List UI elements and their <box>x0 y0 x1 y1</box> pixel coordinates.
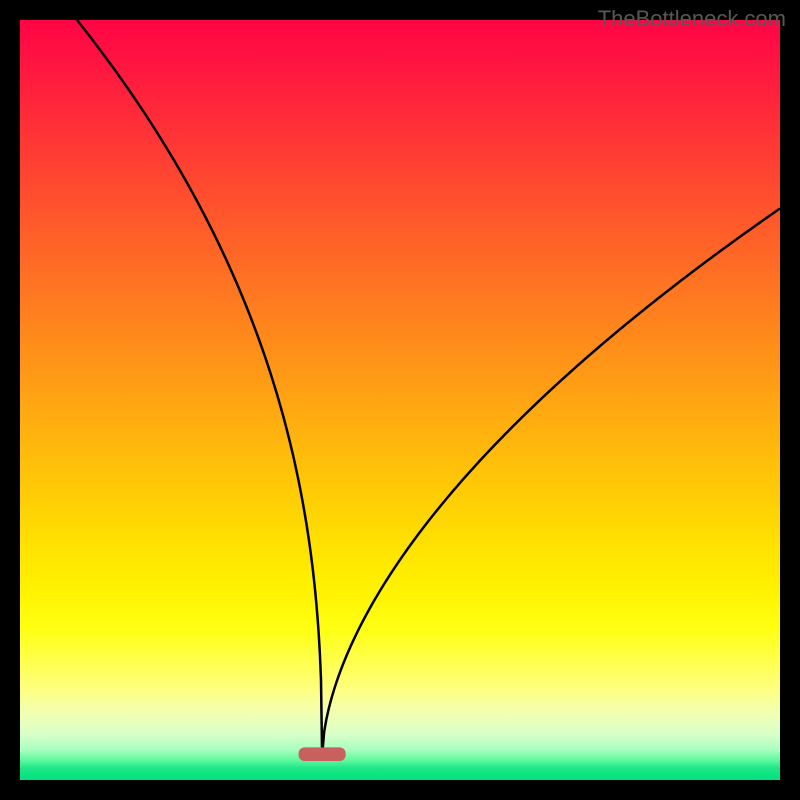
bottleneck-curve-chart <box>0 0 800 800</box>
plot-area <box>20 20 780 780</box>
chart-container: TheBottleneck.com <box>0 0 800 800</box>
optimal-marker <box>299 747 346 761</box>
watermark-text: TheBottleneck.com <box>598 6 786 32</box>
